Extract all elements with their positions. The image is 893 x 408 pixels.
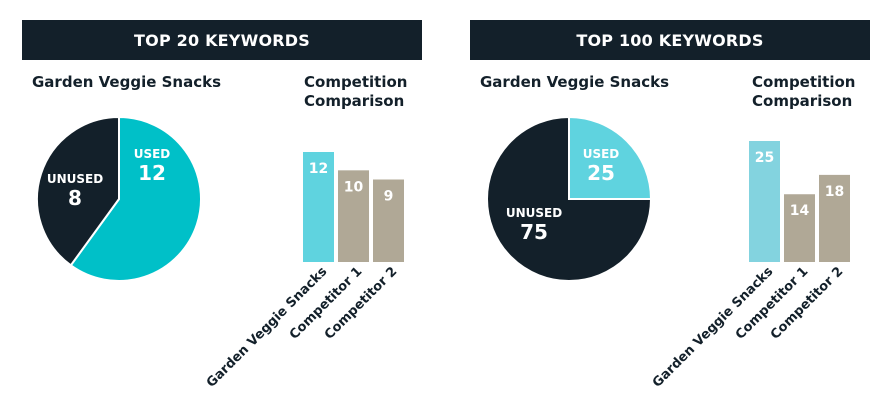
bar: [819, 174, 850, 262]
bar-value-label: 18: [825, 184, 844, 200]
slice-label: UNUSED: [47, 172, 103, 186]
panel-title: TOP 100 KEYWORDS: [470, 20, 870, 60]
pie-slice-used: [69, 115, 202, 282]
pie-title: Garden Veggie Snacks: [32, 73, 222, 91]
pie-slice-unused: [36, 115, 120, 267]
bar-title: Competition Comparison: [304, 73, 407, 111]
bar-title-line1: Competition: [752, 73, 856, 91]
panel-title: TOP 20 KEYWORDS: [22, 20, 422, 60]
panel-top-100: TOP 100 KEYWORDS Garden Veggie Snacks Co…: [470, 0, 870, 408]
bar-value-label: 9: [384, 189, 394, 205]
bar-title-line2: Comparison: [752, 92, 853, 110]
slice-value: 25: [587, 161, 615, 185]
bar-title: Competition Comparison: [752, 73, 855, 111]
bar: [338, 170, 369, 262]
bar: [303, 152, 334, 262]
bar: [373, 179, 404, 262]
bar-value-label: 14: [790, 203, 810, 219]
bar-title-line2: Comparison: [304, 92, 405, 110]
bar: [784, 194, 815, 262]
bar-value-label: 12: [309, 161, 328, 177]
bar-value-label: 10: [344, 179, 364, 195]
pie-slice-used: [568, 115, 653, 200]
pie-title: Garden Veggie Snacks: [480, 73, 670, 91]
pie-slice-unused: [486, 115, 653, 282]
bar: [749, 141, 780, 262]
slice-label: USED: [134, 147, 171, 161]
slice-label: USED: [583, 147, 620, 161]
bar-title-line1: Competition: [304, 73, 408, 91]
slice-value: 12: [138, 161, 166, 185]
bar-value-label: 25: [755, 150, 774, 166]
slice-value: 75: [520, 220, 548, 244]
panel-top-20: TOP 20 KEYWORDS Garden Veggie Snacks Com…: [22, 0, 422, 408]
slice-label: UNUSED: [506, 206, 562, 220]
slice-value: 8: [68, 186, 82, 210]
